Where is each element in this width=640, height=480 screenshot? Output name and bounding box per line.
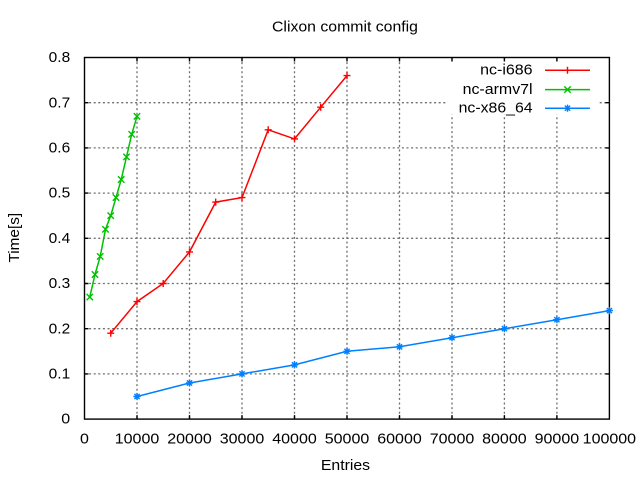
- svg-text:40000: 40000: [272, 431, 317, 448]
- svg-text:10000: 10000: [115, 431, 160, 448]
- svg-text:0.8: 0.8: [49, 49, 71, 66]
- svg-text:0.3: 0.3: [49, 275, 71, 292]
- svg-text:0: 0: [61, 411, 70, 428]
- svg-text:30000: 30000: [220, 431, 265, 448]
- svg-text:nc-armv7l: nc-armv7l: [463, 81, 533, 98]
- svg-text:0.2: 0.2: [49, 320, 71, 337]
- svg-text:nc-i686: nc-i686: [480, 62, 533, 79]
- svg-text:80000: 80000: [482, 431, 527, 448]
- svg-text:0.4: 0.4: [49, 230, 71, 247]
- svg-text:nc-x86_64: nc-x86_64: [459, 100, 533, 117]
- svg-text:0.1: 0.1: [49, 366, 71, 383]
- svg-text:0.7: 0.7: [49, 94, 71, 111]
- svg-text:0.6: 0.6: [49, 140, 71, 157]
- svg-text:Entries: Entries: [321, 457, 370, 474]
- svg-text:20000: 20000: [167, 431, 212, 448]
- svg-text:Clixon commit config: Clixon commit config: [272, 19, 418, 36]
- svg-text:90000: 90000: [535, 431, 580, 448]
- svg-text:Time[s]: Time[s]: [6, 213, 23, 263]
- svg-text:50000: 50000: [325, 431, 370, 448]
- svg-text:60000: 60000: [377, 431, 422, 448]
- svg-text:70000: 70000: [430, 431, 475, 448]
- svg-text:100000: 100000: [583, 431, 636, 448]
- svg-text:0.5: 0.5: [49, 185, 71, 202]
- svg-text:0: 0: [80, 431, 89, 448]
